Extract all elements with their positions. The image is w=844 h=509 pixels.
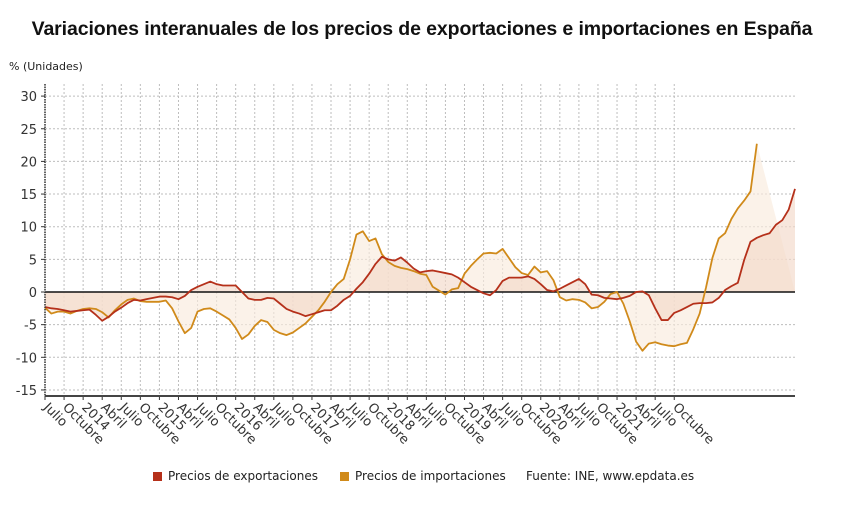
y-tick-label: 5: [29, 253, 37, 268]
grid: [44, 84, 795, 396]
legend-item-importaciones: Precios de importaciones: [340, 469, 506, 483]
x-tick-label: Octubre: [669, 400, 716, 447]
chart-title: Variaciones interanuales de los precios …: [31, 18, 813, 40]
series-lines: [44, 143, 796, 352]
legend-swatch-exportaciones: [153, 471, 162, 481]
y-tick-label: 10: [20, 221, 37, 236]
area-exportaciones: [45, 188, 795, 321]
y-tick-label: 25: [20, 123, 37, 138]
y-tick-label: -5: [24, 319, 37, 334]
area-fill: [45, 143, 795, 351]
legend-label-exportaciones: Precios de exportaciones: [168, 469, 318, 483]
y-tick-labels: 30 25 20 15 10 5 0 -5 -10 -15: [16, 90, 37, 399]
series-line-exportaciones: [44, 188, 796, 322]
y-tick-label: 30: [20, 90, 37, 105]
y-axis-label: % (Unidades): [9, 60, 83, 73]
y-tick-label: 15: [20, 188, 37, 203]
legend-item-exportaciones: Precios de exportaciones: [153, 469, 318, 483]
legend: Precios de exportaciones Precios de impo…: [0, 469, 844, 487]
series-line-importaciones: [44, 143, 758, 352]
source-text: Fuente: INE, www.epdata.es: [526, 469, 694, 483]
area-importaciones: [45, 143, 795, 351]
source-label: Fuente: INE, www.epdata.es: [526, 469, 695, 483]
y-tick-label: 0: [29, 286, 37, 301]
legend-swatch-importaciones: [340, 471, 349, 481]
y-tick-label: 20: [20, 155, 37, 170]
x-tick-labels: JulioOctubre2014AbrilJulioOctubre2015Abr…: [39, 400, 716, 448]
axes: [41, 84, 795, 400]
legend-label-importaciones: Precios de importaciones: [355, 469, 506, 483]
y-tick-label: -10: [16, 351, 37, 366]
y-tick-label: -15: [16, 384, 37, 399]
